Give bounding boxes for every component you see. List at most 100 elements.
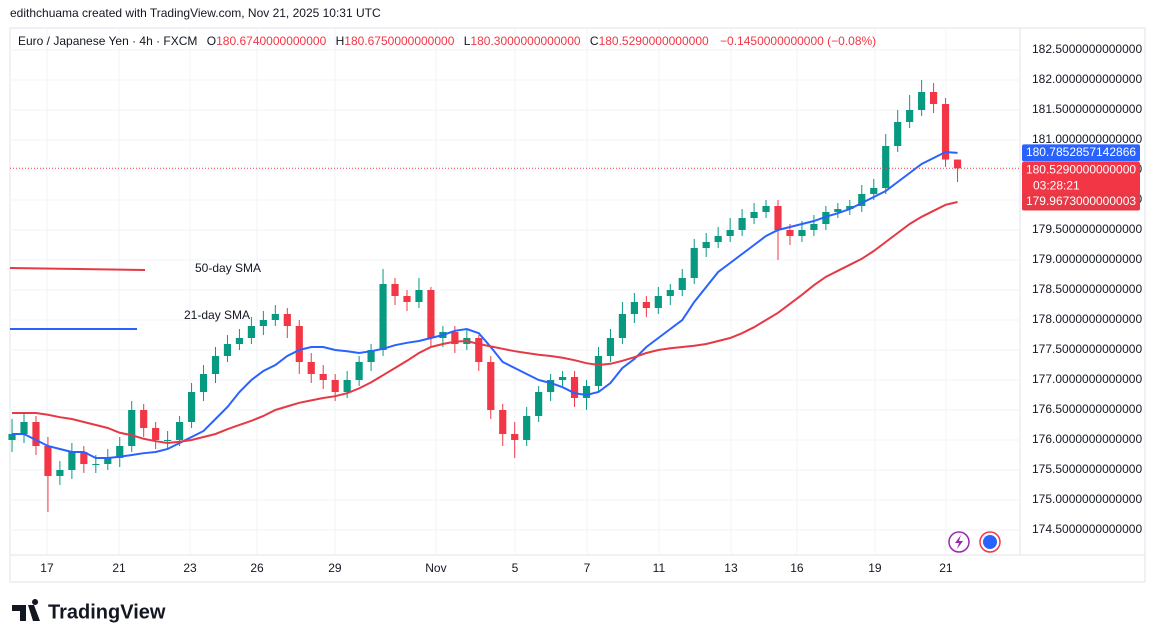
x-tick-label: 5	[512, 561, 519, 575]
ohlc-value: 180.5290000000000	[599, 34, 709, 48]
sma-tag	[1022, 144, 1140, 162]
candle-body	[56, 469, 64, 476]
y-tick-label: 182.5000000000000	[1032, 42, 1142, 56]
candle-body	[906, 110, 914, 123]
ohlc-value: 180.3000000000000	[470, 34, 580, 48]
candle-body	[80, 451, 88, 464]
candle-body	[858, 194, 866, 207]
plot	[8, 80, 962, 512]
candle-body	[32, 421, 40, 446]
icon	[955, 535, 963, 549]
x-tick-label: Nov	[425, 561, 446, 575]
candle-body	[415, 290, 423, 302]
y-tick-label: 177.0000000000000	[1032, 372, 1142, 386]
candle-body	[367, 349, 375, 362]
sma-line	[12, 150, 958, 459]
candle-body	[164, 439, 172, 441]
x-tick-label: 11	[653, 561, 666, 575]
ohlc-value: 180.6750000000000	[344, 34, 454, 48]
y-tick-label: 182.0000000000000	[1032, 72, 1142, 86]
candle-body	[247, 325, 255, 338]
candle-body	[750, 212, 758, 219]
candle-body	[570, 376, 579, 398]
candle-body	[487, 361, 495, 410]
x-tick-label: 16	[790, 561, 804, 575]
candle-body	[690, 248, 698, 279]
candle-body	[8, 433, 16, 440]
y-tick-label: 181.0000000000000	[1032, 132, 1142, 146]
ohlc-key: H	[336, 34, 345, 48]
x-tick-label: 21	[939, 561, 953, 575]
symbol: Euro / Japanese Yen · 4h · FXCM	[18, 34, 197, 48]
ohlc-key: C	[590, 34, 599, 48]
last-price-tag	[1022, 161, 1140, 196]
y-tick-label: 179.0000000000000	[1032, 252, 1142, 266]
candle-body	[929, 92, 938, 105]
last-price-tag-text: 180.5290000000000	[1026, 162, 1136, 176]
candle-body	[271, 313, 279, 320]
y-tick-label: 176.0000000000000	[1032, 432, 1142, 446]
candle-body	[44, 445, 52, 476]
y-tick-label: 175.0000000000000	[1032, 492, 1142, 506]
candle-body	[379, 284, 387, 350]
candle-body	[846, 206, 854, 210]
candle-body	[726, 230, 734, 237]
candle-body	[894, 122, 902, 147]
x-tick-label: 23	[183, 561, 197, 575]
candle-body	[92, 463, 100, 465]
candle-body	[666, 290, 674, 296]
candle-body	[307, 361, 315, 374]
x-tick-label: 29	[328, 561, 342, 575]
y-tick-label: 176.5000000000000	[1032, 402, 1142, 416]
ohlc-key: L	[464, 34, 471, 48]
y-tick-label: 179.5000000000000	[1032, 222, 1142, 236]
candle-body	[654, 295, 662, 308]
candle-body	[283, 313, 291, 326]
candle-body	[391, 284, 399, 296]
candle-body	[523, 415, 531, 440]
candle-body	[140, 409, 148, 428]
candle-body	[104, 457, 112, 464]
candle-body	[343, 379, 351, 392]
sma-tag-text: 180.7852857142866	[1026, 145, 1136, 159]
y-tick-label: 181.5000000000000	[1032, 102, 1142, 116]
candle-body	[187, 391, 196, 422]
candle-body	[295, 325, 303, 362]
logo-text: TradingView	[48, 601, 166, 623]
y-tick-label: 174.5000000000000	[1032, 522, 1142, 536]
candle-body	[630, 301, 638, 314]
sma-line	[12, 200, 958, 444]
candle-body	[798, 230, 806, 237]
candle-body	[547, 379, 555, 392]
chart-frame	[9, 27, 1146, 583]
candle-body	[511, 433, 519, 440]
candle-body	[834, 209, 842, 213]
candle-body	[941, 104, 950, 160]
y-tick-label: 177.5000000000000	[1032, 342, 1142, 356]
candle-body	[558, 376, 567, 380]
toolbar-buttons[interactable]	[948, 531, 1001, 553]
candle-body	[762, 206, 770, 213]
ohlc-key: O	[207, 34, 216, 48]
legend-header: Euro / Japanese Yen · 4h · FXCM O180.674…	[18, 34, 876, 48]
x-tick-label: 7	[584, 561, 591, 575]
icon	[983, 535, 997, 549]
y-tick-label: 178.0000000000000	[1032, 312, 1142, 326]
candle-body	[918, 92, 926, 111]
candle-body	[175, 421, 184, 440]
candle-body	[427, 290, 435, 338]
y-tick-label: 178.5000000000000	[1032, 282, 1142, 296]
sma-tag-text: 179.9673000000003	[1026, 194, 1136, 208]
candle-body	[128, 409, 136, 446]
candle-body	[702, 242, 710, 249]
candle-body	[116, 445, 124, 458]
grid	[10, 28, 1020, 555]
candle-body	[618, 313, 627, 338]
candle-body	[882, 146, 890, 189]
candle-body	[594, 355, 603, 386]
legend-label: 50-day SMA	[195, 261, 261, 275]
candle-body	[319, 373, 327, 380]
candle-body	[535, 391, 543, 416]
